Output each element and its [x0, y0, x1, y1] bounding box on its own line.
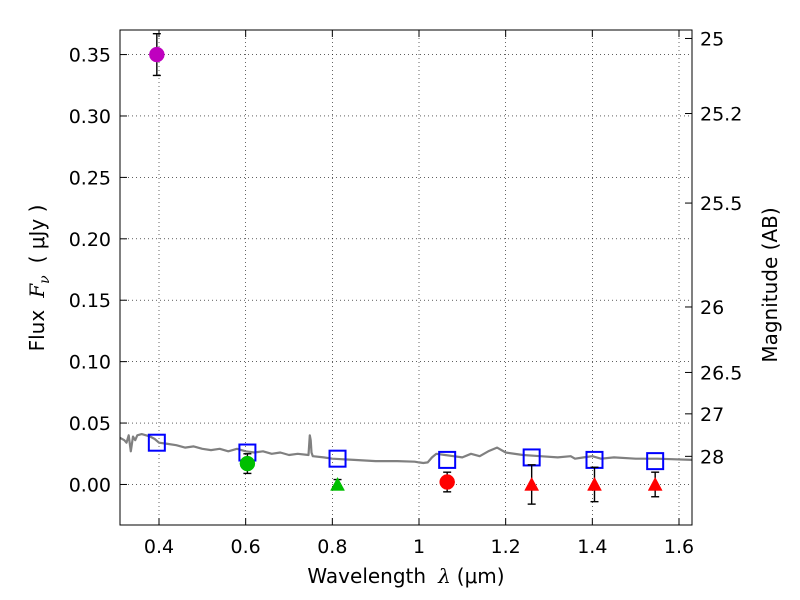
upper-limit-triangle	[524, 476, 540, 491]
upper-limit-triangle	[587, 476, 602, 491]
sed-model-layer	[119, 433, 693, 465]
model-photometry-square	[328, 449, 347, 468]
mag-tick-label: 27	[700, 404, 724, 426]
x-tick-label: 1.6	[664, 536, 694, 558]
x-tick-label: 0.8	[317, 536, 347, 558]
x-tick-label: 0.4	[144, 536, 174, 558]
mag-tick-label: 25.5	[700, 193, 742, 215]
model-photometry-square	[646, 452, 665, 471]
mag-tick-label: 28	[700, 446, 724, 468]
y-tick-label: 0.30	[69, 106, 111, 128]
y2-axis-label: Magnitude (AB)	[758, 207, 782, 362]
axis-ticks: 0.4 0.6 0.8 1 1.2 1.4 1.6 0.00 0.05 0.10 0.15 0.20 0…	[69, 28, 743, 558]
detection-point	[439, 474, 455, 490]
upper-limit-triangle	[330, 476, 345, 491]
y-tick-label: 0.25	[69, 167, 111, 189]
y-tick-label: 0.20	[69, 229, 111, 251]
plot-frame	[119, 29, 693, 526]
y-tick-label: 0.05	[69, 413, 111, 435]
sed-model-curve	[119, 433, 693, 465]
model-photometry-square	[438, 450, 457, 469]
x-tick-label: 0.6	[231, 536, 261, 558]
x-tick-label: 1.4	[577, 536, 607, 558]
y-tick-label: 0.10	[69, 352, 111, 374]
upper-limit-triangle	[647, 476, 663, 491]
mag-tick-label: 26	[700, 297, 724, 319]
detection-point	[239, 455, 256, 472]
detection-point	[149, 46, 165, 63]
y-axis-label: FluxFν( μJy )	[25, 205, 53, 352]
data-marks-layer	[147, 32, 665, 505]
mag-tick-label: 25.2	[700, 104, 742, 126]
x-tick-label: 1.2	[491, 536, 521, 558]
x-axis-label: Wavelength λ (μm)	[307, 564, 504, 588]
mag-tick-label: 25	[700, 28, 724, 50]
model-photometry-square	[147, 433, 166, 452]
y-tick-label: 0.15	[69, 290, 111, 312]
y-tick-label: 0.35	[69, 45, 111, 67]
mag-tick-label: 26.5	[700, 362, 742, 384]
y-tick-label: 0.00	[69, 474, 111, 496]
x-tick-label: 1	[413, 536, 425, 558]
